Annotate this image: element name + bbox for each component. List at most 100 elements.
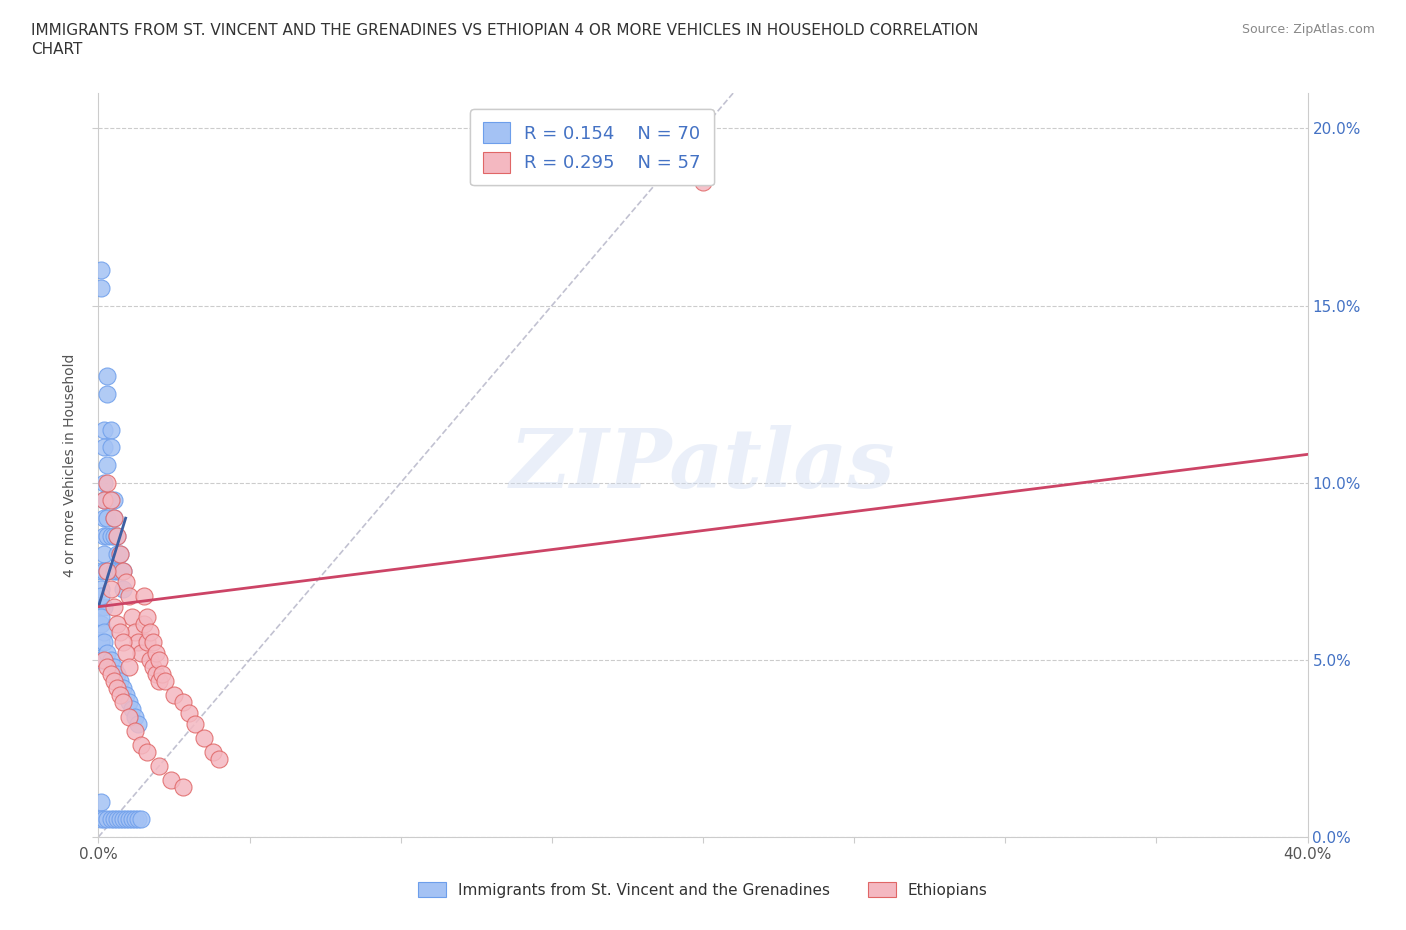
Point <box>121 812 143 827</box>
Point <box>129 737 152 752</box>
Point <box>96 564 118 578</box>
Point <box>124 709 146 724</box>
Point <box>93 493 115 508</box>
Point <box>103 599 125 614</box>
Point <box>93 528 115 543</box>
Point <box>96 528 118 543</box>
Point <box>90 617 112 631</box>
Point <box>184 716 207 731</box>
Point <box>150 667 173 682</box>
Point <box>100 440 122 455</box>
Point <box>100 493 122 508</box>
Point <box>179 706 201 721</box>
Point <box>93 599 115 614</box>
Point <box>93 564 115 578</box>
Point <box>108 624 131 639</box>
Point <box>93 634 115 649</box>
Point <box>96 458 118 472</box>
Point <box>93 440 115 455</box>
Point <box>111 812 134 827</box>
Text: CHART: CHART <box>31 42 83 57</box>
Point <box>139 653 162 668</box>
Point <box>145 645 167 660</box>
Point <box>124 724 146 738</box>
Point <box>90 589 112 604</box>
Point <box>127 812 149 827</box>
Point <box>160 773 183 788</box>
Point <box>103 659 125 674</box>
Point <box>100 493 122 508</box>
Point <box>108 546 131 561</box>
Point <box>96 564 118 578</box>
Point <box>148 673 170 688</box>
Point <box>105 528 128 543</box>
Point <box>105 617 128 631</box>
Point <box>93 511 115 525</box>
Point <box>124 812 146 827</box>
Point <box>96 475 118 490</box>
Point <box>100 653 122 668</box>
Point <box>100 812 122 827</box>
Point <box>121 610 143 625</box>
Point <box>103 493 125 508</box>
Point <box>111 564 134 578</box>
Point <box>96 387 118 402</box>
Point <box>142 634 165 649</box>
Point <box>105 681 128 696</box>
Point <box>139 624 162 639</box>
Point <box>142 659 165 674</box>
Point <box>100 528 122 543</box>
Point <box>208 751 231 766</box>
Point <box>129 812 152 827</box>
Point <box>93 475 115 490</box>
Point <box>105 812 128 827</box>
Point <box>118 589 141 604</box>
Point <box>118 695 141 710</box>
Point <box>100 667 122 682</box>
Point <box>93 546 115 561</box>
Point <box>114 645 136 660</box>
Point <box>118 812 141 827</box>
Point <box>108 688 131 703</box>
Point <box>118 659 141 674</box>
Point <box>105 667 128 682</box>
Point <box>111 695 134 710</box>
Point <box>100 422 122 437</box>
Point <box>108 673 131 688</box>
Point <box>103 511 125 525</box>
Point <box>103 528 125 543</box>
Text: Source: ZipAtlas.com: Source: ZipAtlas.com <box>1241 23 1375 36</box>
Point <box>132 589 155 604</box>
Point <box>202 745 225 760</box>
Point <box>103 564 125 578</box>
Point <box>105 528 128 543</box>
Point <box>108 564 131 578</box>
Point <box>105 564 128 578</box>
Point <box>132 617 155 631</box>
Point <box>96 659 118 674</box>
Point <box>108 812 131 827</box>
Point <box>93 653 115 668</box>
Point <box>90 812 112 827</box>
Point <box>114 812 136 827</box>
Point <box>135 634 157 649</box>
Point <box>129 645 152 660</box>
Point <box>103 511 125 525</box>
Point <box>148 759 170 774</box>
Point <box>90 281 112 296</box>
Point <box>103 673 125 688</box>
Point <box>118 709 141 724</box>
Text: ZIPatlas: ZIPatlas <box>510 425 896 505</box>
Point <box>90 599 112 614</box>
Point <box>135 610 157 625</box>
Point <box>172 780 194 795</box>
Point <box>124 624 146 639</box>
Point <box>93 493 115 508</box>
Point <box>90 634 112 649</box>
Point <box>114 688 136 703</box>
Point <box>163 688 186 703</box>
Point <box>127 634 149 649</box>
Point <box>105 546 128 561</box>
Point <box>103 812 125 827</box>
Point <box>172 695 194 710</box>
